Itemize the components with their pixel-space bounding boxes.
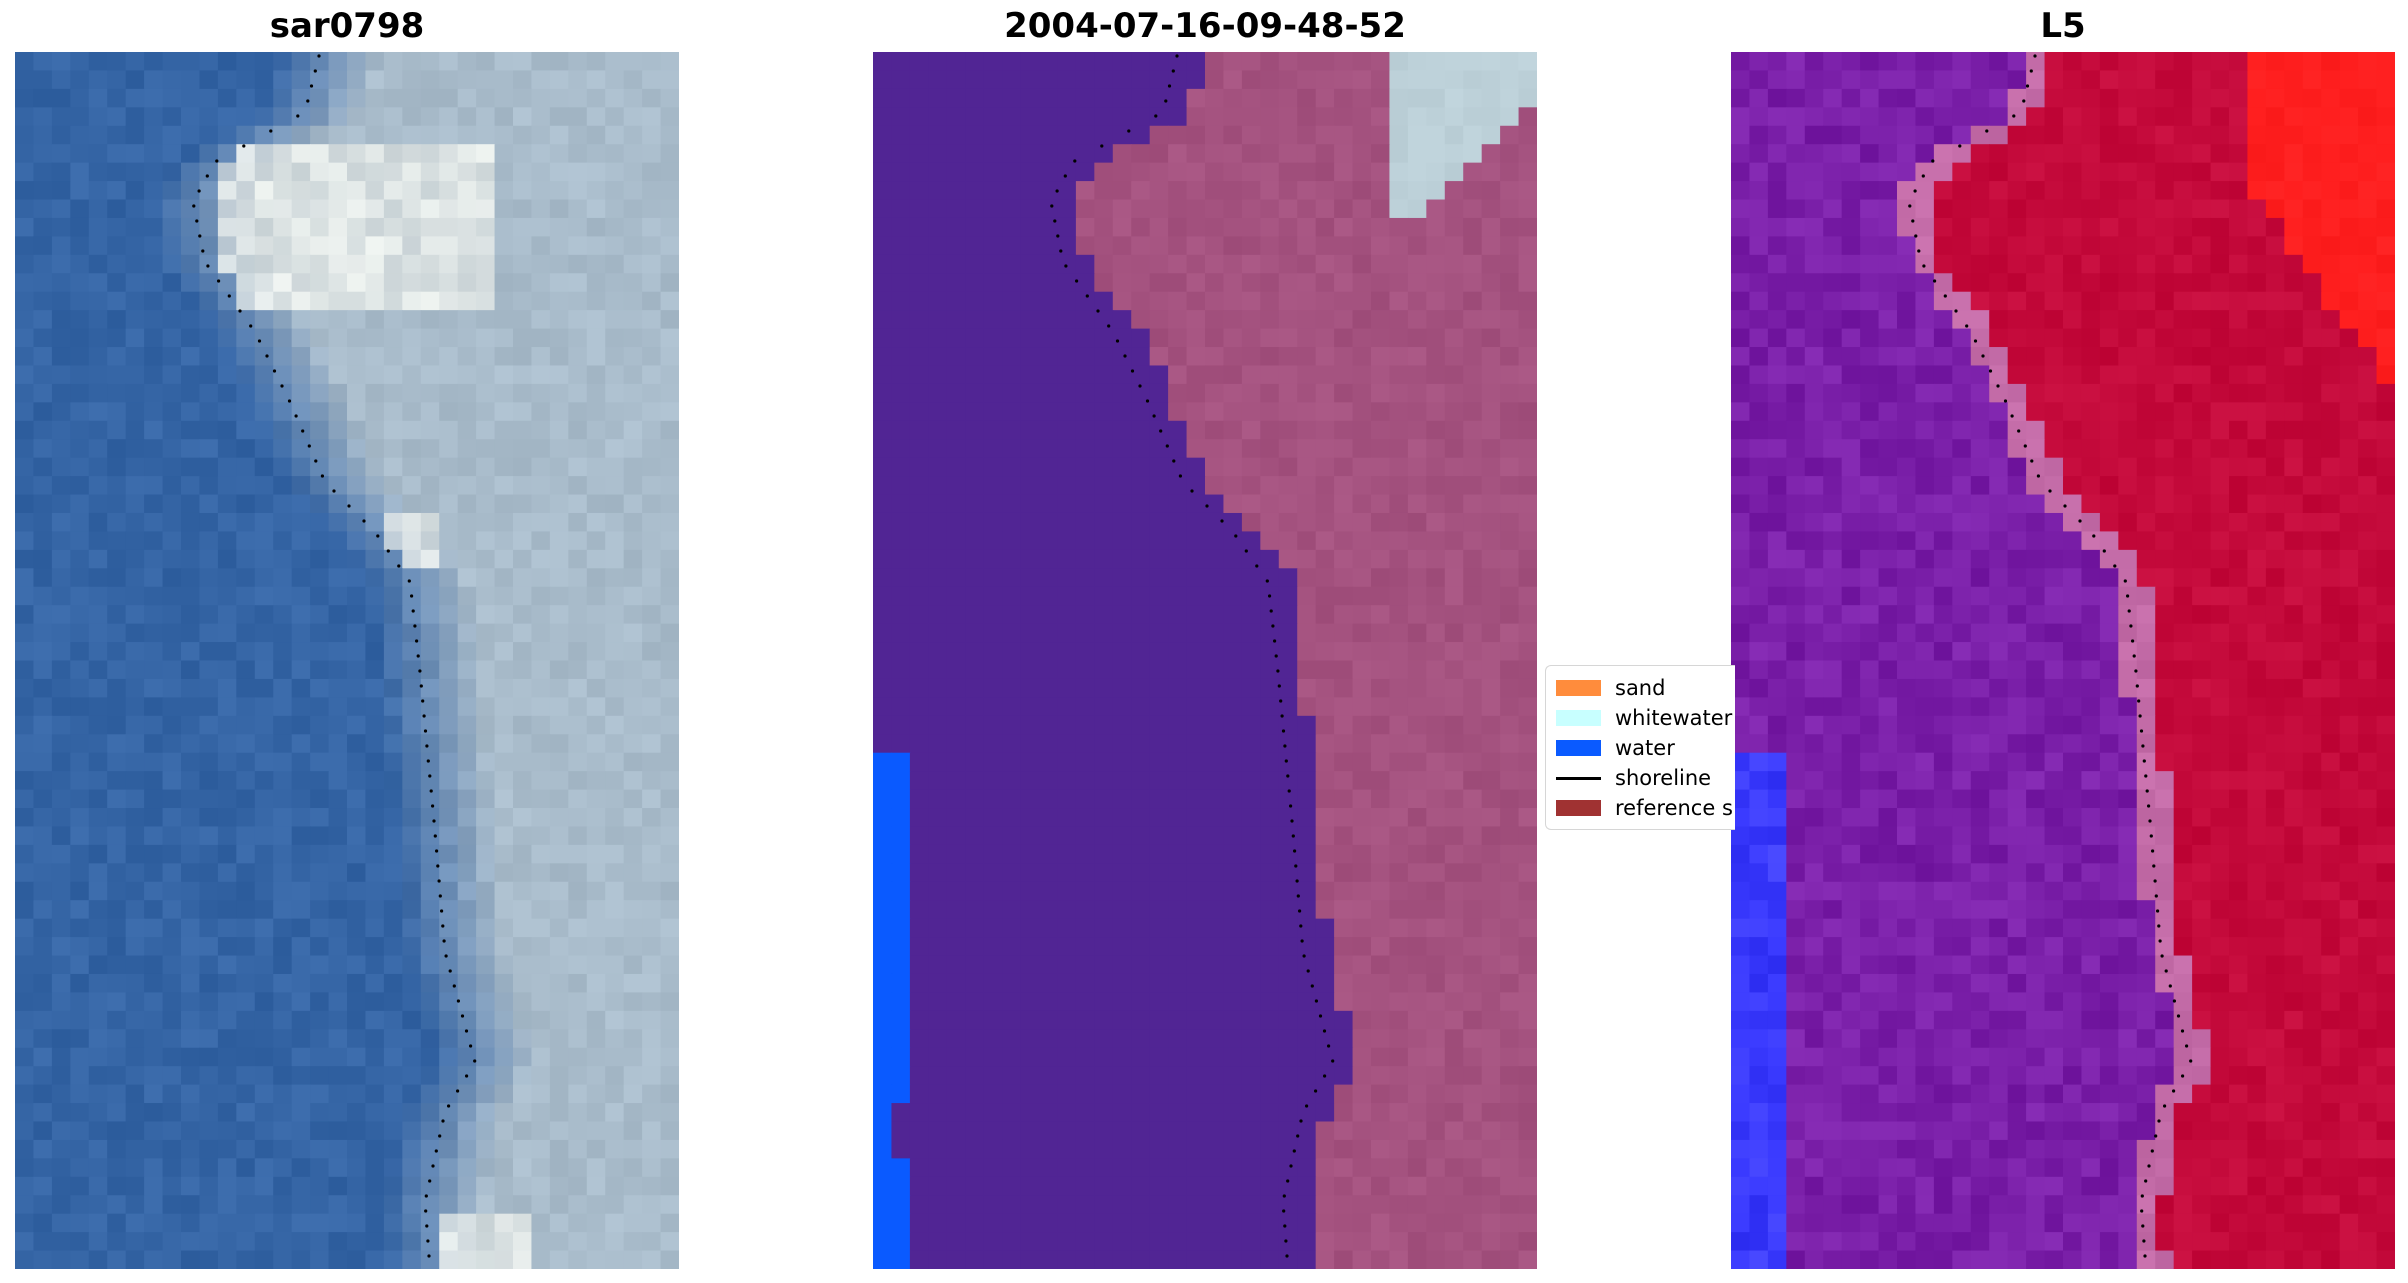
legend-item-reference-shoreline: reference s (1556, 794, 1733, 822)
index-image (1731, 52, 2395, 1269)
legend-line-shoreline (1556, 776, 1601, 780)
shoreline-dotted-line (192, 54, 477, 1258)
legend-label-sand: sand (1615, 676, 1666, 700)
legend-label-shoreline: shoreline (1615, 766, 1712, 790)
panel-title-classified: 2004-07-16-09-48-52 (1004, 6, 1406, 46)
legend: sand whitewater water shoreline referenc… (1545, 665, 1735, 830)
legend-label-whitewater: whitewater (1615, 706, 1733, 730)
legend-swatch-whitewater (1556, 710, 1601, 726)
legend-label-reference: reference s (1615, 796, 1733, 820)
legend-item-water: water (1556, 734, 1675, 762)
shoreline-dotted-line (1050, 54, 1335, 1258)
classified-image (873, 52, 1537, 1269)
shoreline-dotted-line (1908, 54, 2193, 1258)
legend-item-sand: sand (1556, 674, 1665, 702)
legend-swatch-water (1556, 740, 1601, 756)
legend-swatch-reference (1556, 800, 1601, 816)
legend-item-shoreline: shoreline (1556, 764, 1711, 792)
legend-item-whitewater: whitewater (1556, 704, 1732, 732)
legend-swatch-sand (1556, 680, 1601, 696)
rgb-satellite-image (15, 52, 679, 1269)
classified-image-panel (873, 52, 1537, 1269)
legend-label-water: water (1615, 736, 1675, 760)
index-image-panel (1731, 52, 2395, 1269)
panel-title-index: L5 (2040, 6, 2086, 46)
panel-title-rgb: sar0798 (269, 6, 425, 46)
rgb-image-panel (15, 52, 679, 1269)
